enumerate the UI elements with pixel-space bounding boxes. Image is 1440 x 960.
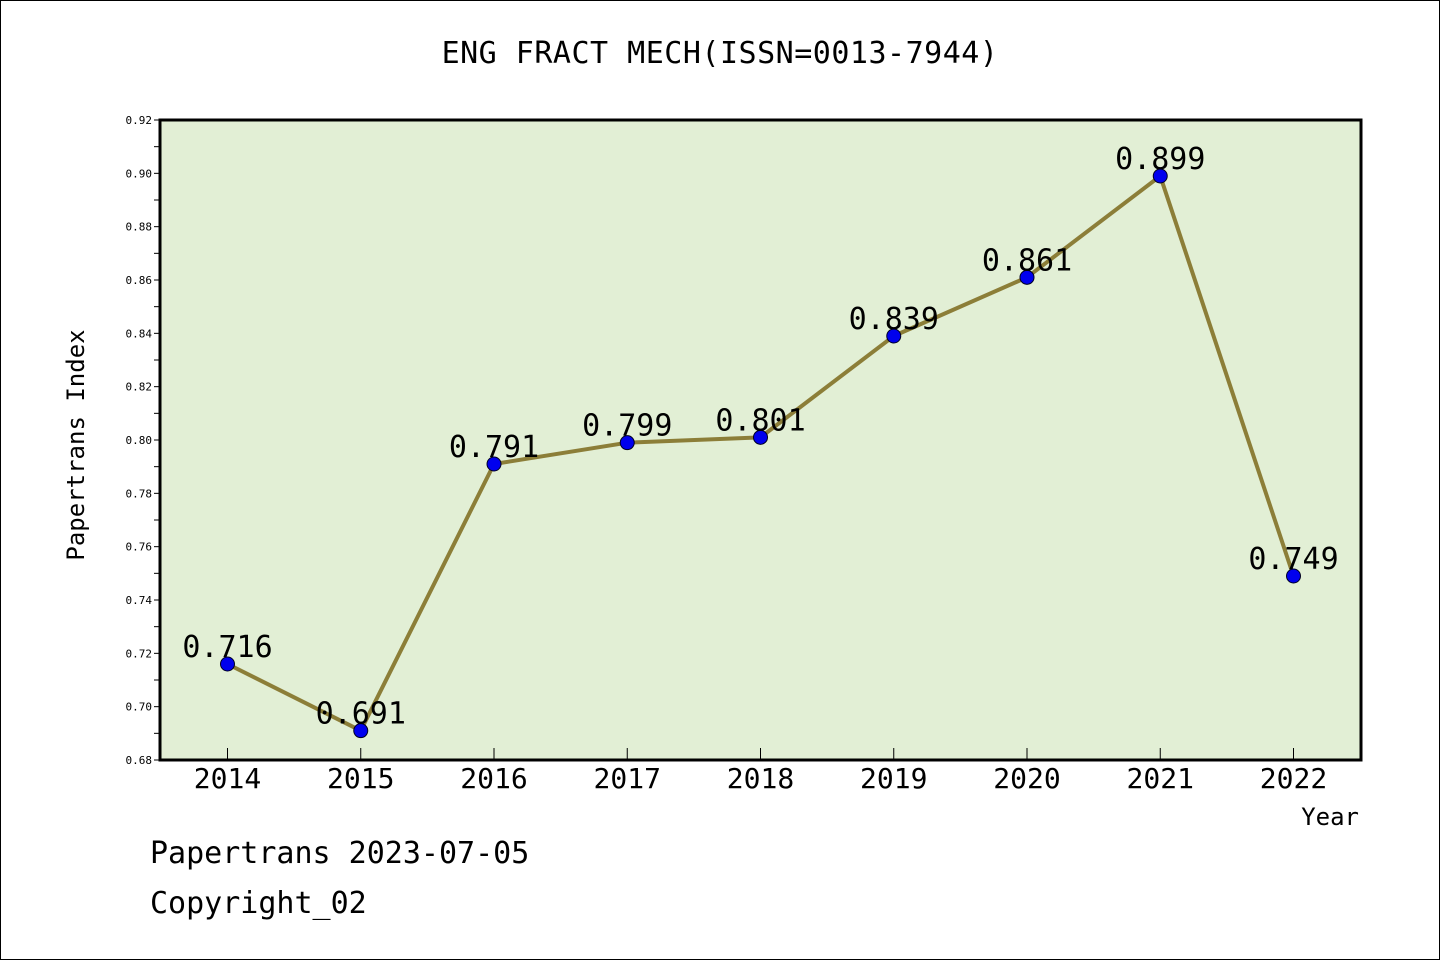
y-axis: 0.68 0.70 0.72 0.74 0.76 0.78 0.80 0.82 0.84 0.86… [126, 114, 160, 767]
data-markers [220, 168, 1301, 739]
x-tick-label: 2016 [460, 762, 527, 795]
y-tick-label: 0.84 [126, 327, 153, 340]
x-axis: 2014 2015 2016 2017 2018 2019 2020 2021 2022 [194, 748, 1327, 795]
data-label: 0.801 [715, 403, 805, 438]
x-axis-label: Year [1301, 803, 1359, 831]
data-point [353, 723, 369, 739]
source-date-text: Papertrans 2023-07-05 [150, 836, 530, 871]
y-axis-label: Papertrans Index [62, 329, 90, 560]
data-label: 0.749 [1248, 542, 1338, 577]
y-tick-label: 0.70 [126, 701, 153, 714]
data-label: 0.899 [1115, 142, 1205, 177]
y-tick-label: 0.72 [126, 647, 153, 660]
x-tick-label: 2022 [1260, 762, 1327, 795]
data-point [886, 328, 902, 344]
data-point [220, 656, 235, 672]
x-tick-label: 2020 [993, 762, 1060, 795]
x-tick-label: 2015 [327, 762, 394, 795]
data-labels: 0.716 0.691 0.791 0.799 0.801 0.839 0.861 0.899… [182, 142, 1338, 732]
y-tick-label: 0.78 [126, 487, 153, 500]
data-label: 0.716 [182, 630, 272, 665]
y-tick-label: 0.86 [126, 274, 153, 287]
y-tick-label: 0.90 [126, 167, 153, 180]
x-tick-label: 2019 [860, 762, 927, 795]
data-point [1019, 269, 1035, 285]
x-tick-label: 2017 [594, 762, 661, 795]
data-point [1286, 568, 1301, 584]
data-point [619, 435, 635, 451]
data-label: 0.691 [316, 697, 406, 732]
data-point [1152, 168, 1168, 184]
y-tick-label: 0.92 [126, 114, 153, 127]
y-tick-label: 0.88 [126, 221, 153, 234]
data-label: 0.839 [849, 302, 939, 337]
x-tick-label: 2021 [1127, 762, 1194, 795]
y-tick-label: 0.76 [126, 541, 153, 554]
data-label: 0.791 [449, 430, 539, 465]
y-tick-label: 0.80 [126, 434, 153, 447]
data-point [486, 456, 502, 472]
y-tick-label: 0.82 [126, 381, 153, 394]
y-tick-label: 0.68 [126, 754, 153, 767]
chart-title: ENG FRACT MECH(ISSN=0013-7944) [441, 36, 999, 71]
y-tick-label: 0.74 [126, 594, 153, 607]
data-label: 0.861 [982, 243, 1072, 278]
x-tick-label: 2014 [194, 762, 261, 795]
x-tick-label: 2018 [727, 762, 794, 795]
plot-border [158, 118, 1363, 762]
data-point [753, 429, 768, 445]
data-label: 0.799 [582, 409, 672, 444]
copyright-text: Copyright_02 [150, 886, 367, 921]
